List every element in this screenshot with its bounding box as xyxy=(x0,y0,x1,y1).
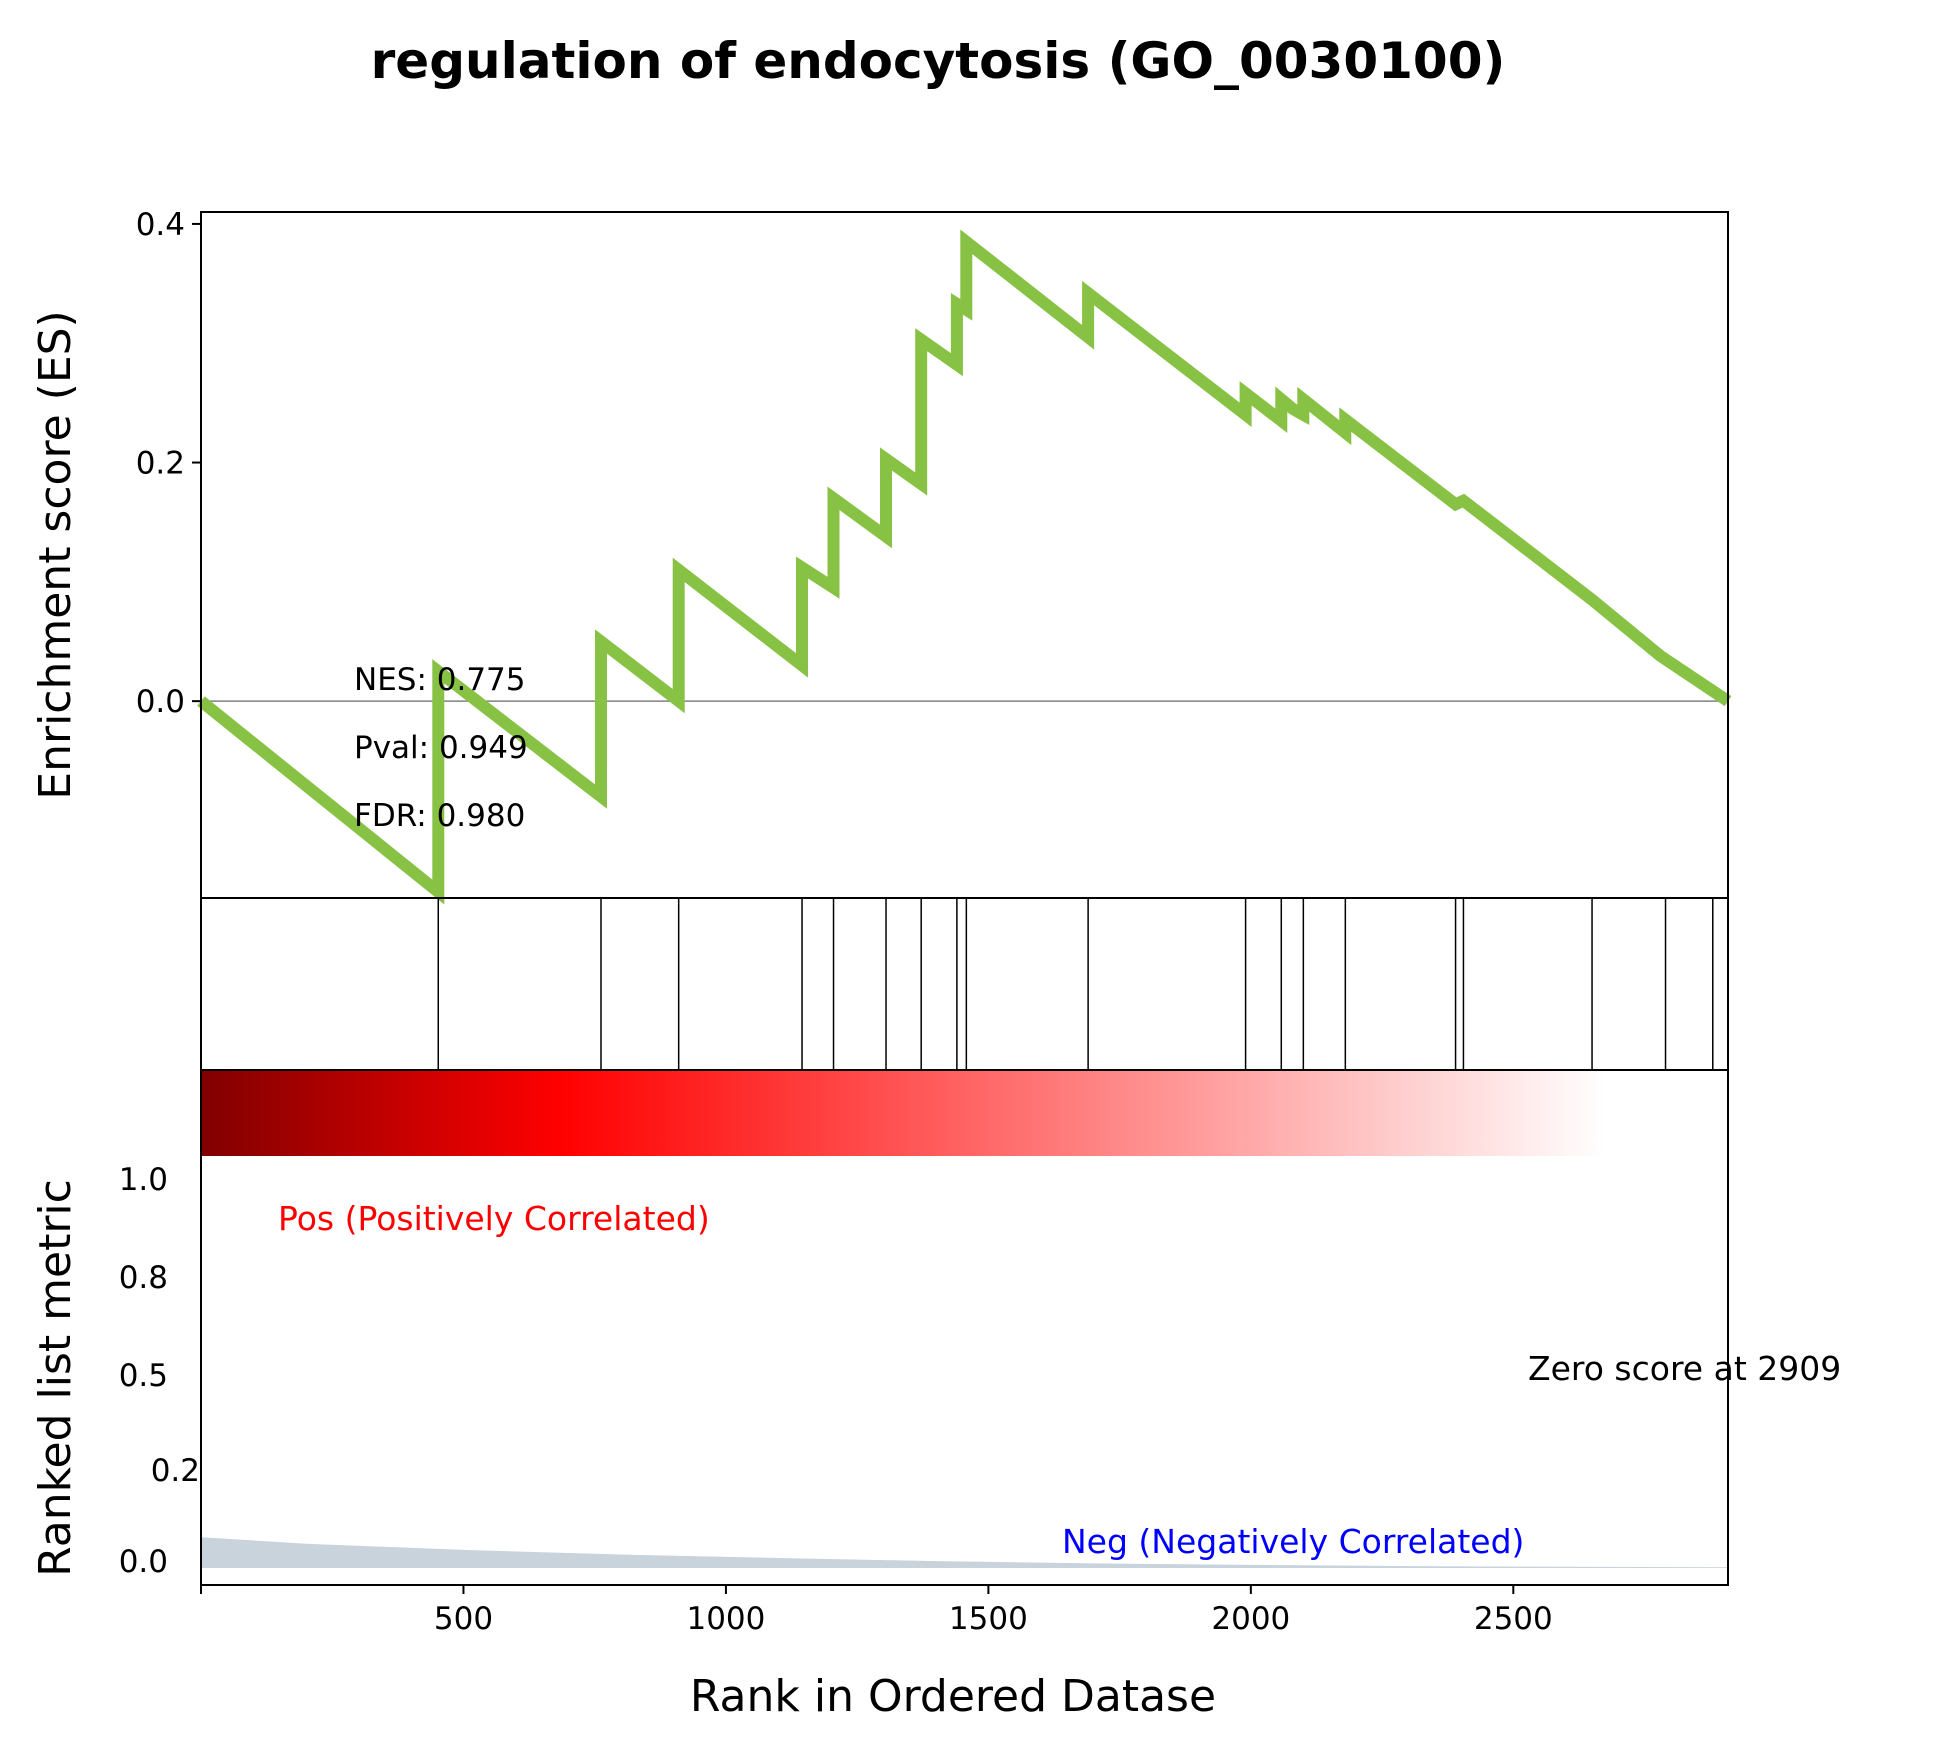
chart-title: regulation of endocytosis (GO_0030100) xyxy=(371,32,1506,90)
metric-y-axis: 1.0 0.8 0.5 0.2 0.0 xyxy=(119,1162,200,1580)
es-y-axis-label: Enrichment score (ES) xyxy=(30,310,81,799)
x-tick-label: 500 xyxy=(434,1601,493,1637)
metric-y-tick-label: 0.5 xyxy=(119,1358,168,1394)
zero-score-label: Zero score at 2909 xyxy=(1528,1349,1841,1388)
fdr-stat: FDR: 0.980 xyxy=(354,798,525,834)
metric-panel-frame xyxy=(200,1069,1729,1586)
x-tick-label: 2500 xyxy=(1474,1601,1553,1637)
hits-panel-frame xyxy=(200,897,1729,1071)
es-y-tick-label: 0.4 xyxy=(136,207,185,243)
x-tick-label: 2000 xyxy=(1211,1601,1290,1637)
es-y-axis: 0.0 0.2 0.4 xyxy=(136,207,201,720)
enrichment-score-panel: 0.0 0.2 0.4 NES: 0.775 Pval: 0.949 FDR: 0.… xyxy=(30,207,1732,905)
gene-hits-panel xyxy=(200,897,1729,1071)
es-y-tick-label: 0.2 xyxy=(136,446,185,482)
metric-y-tick-label: 0.0 xyxy=(119,1544,168,1580)
pval-stat: Pval: 0.949 xyxy=(354,730,528,766)
negative-correlation-label: Neg (Negatively Correlated) xyxy=(1062,1522,1524,1561)
metric-y-tick-label: 0.8 xyxy=(119,1260,168,1296)
ranked-metric-area xyxy=(201,1537,1728,1568)
x-axis: 500 1000 1500 2000 2500 xyxy=(200,1585,1553,1637)
metric-y-tick-label: 0.2 xyxy=(151,1453,200,1489)
positive-correlation-label: Pos (Positively Correlated) xyxy=(278,1199,710,1238)
metric-y-tick-label: 1.0 xyxy=(119,1162,168,1198)
x-tick-label: 1500 xyxy=(949,1601,1028,1637)
rank-gradient-bar xyxy=(201,1070,1728,1156)
es-y-tick-label: 0.0 xyxy=(136,684,185,720)
x-tick-label: 1000 xyxy=(686,1601,765,1637)
x-axis-label: Rank in Ordered Datase xyxy=(690,1671,1216,1722)
ranked-metric-panel: Pos (Positively Correlated) Neg (Negativ… xyxy=(30,1069,1841,1586)
enrichment-score-line xyxy=(197,229,1732,905)
metric-y-axis-label: Ranked list metric xyxy=(30,1179,81,1577)
nes-stat: NES: 0.775 xyxy=(354,662,526,698)
